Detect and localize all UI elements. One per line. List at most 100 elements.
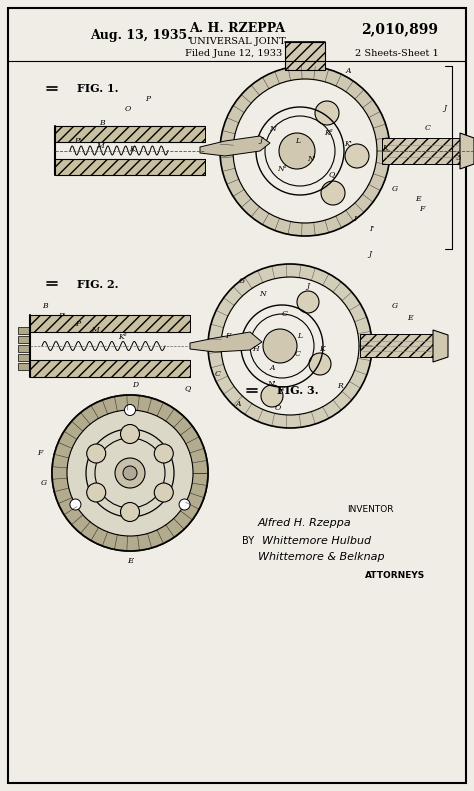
Text: UNIVERSAL JOINT: UNIVERSAL JOINT bbox=[189, 36, 285, 46]
Text: Q: Q bbox=[185, 384, 191, 392]
Circle shape bbox=[123, 466, 137, 480]
Circle shape bbox=[87, 483, 106, 502]
Text: J: J bbox=[444, 104, 447, 112]
Text: P: P bbox=[75, 320, 81, 328]
Text: J': J' bbox=[259, 136, 264, 144]
Text: Filed June 12, 1933: Filed June 12, 1933 bbox=[185, 48, 282, 58]
Circle shape bbox=[261, 385, 283, 407]
Bar bbox=[285, 42, 325, 70]
Text: K²: K² bbox=[118, 333, 127, 341]
Text: M: M bbox=[96, 142, 104, 150]
Text: 2 Sheets-Sheet 1: 2 Sheets-Sheet 1 bbox=[355, 48, 439, 58]
Text: G: G bbox=[392, 185, 398, 193]
Text: C: C bbox=[295, 350, 301, 358]
Text: L: L bbox=[295, 137, 301, 145]
Text: K: K bbox=[382, 144, 388, 152]
Text: K': K' bbox=[344, 140, 352, 148]
Text: B: B bbox=[42, 302, 48, 310]
Text: O: O bbox=[275, 404, 281, 412]
Text: C: C bbox=[282, 310, 288, 318]
Text: 2,010,899: 2,010,899 bbox=[362, 22, 438, 36]
Circle shape bbox=[279, 133, 315, 169]
Text: I': I' bbox=[369, 225, 374, 233]
Circle shape bbox=[52, 395, 208, 551]
Text: 3: 3 bbox=[456, 154, 461, 162]
Bar bbox=[360, 334, 435, 357]
Circle shape bbox=[297, 291, 319, 313]
Circle shape bbox=[87, 444, 106, 463]
Text: N': N' bbox=[308, 155, 316, 163]
Circle shape bbox=[345, 144, 369, 168]
Circle shape bbox=[70, 499, 81, 510]
Circle shape bbox=[120, 502, 139, 521]
Bar bbox=[55, 159, 205, 175]
Text: I: I bbox=[354, 215, 356, 223]
Text: Whittemore & Belknap: Whittemore & Belknap bbox=[258, 552, 384, 562]
Text: G: G bbox=[41, 479, 47, 487]
Text: F: F bbox=[37, 449, 43, 457]
Text: BY: BY bbox=[242, 536, 254, 546]
Text: A: A bbox=[345, 67, 351, 75]
Text: P': P' bbox=[74, 137, 82, 145]
Polygon shape bbox=[433, 330, 448, 362]
Text: FIG. 3.: FIG. 3. bbox=[277, 385, 319, 396]
Bar bbox=[18, 354, 30, 361]
Text: A: A bbox=[269, 364, 275, 372]
Polygon shape bbox=[200, 136, 270, 156]
Text: F: F bbox=[225, 332, 231, 340]
Polygon shape bbox=[460, 133, 474, 169]
Circle shape bbox=[263, 329, 297, 363]
Text: R: R bbox=[337, 382, 343, 390]
Circle shape bbox=[154, 483, 173, 502]
Circle shape bbox=[315, 101, 339, 125]
Text: INVENTOR: INVENTOR bbox=[347, 505, 393, 513]
Text: Aug. 13, 1935.: Aug. 13, 1935. bbox=[90, 29, 191, 43]
Bar bbox=[18, 345, 30, 352]
Text: G: G bbox=[239, 277, 245, 285]
Bar bbox=[55, 126, 205, 142]
Text: C: C bbox=[215, 370, 221, 378]
Circle shape bbox=[115, 458, 145, 488]
Circle shape bbox=[120, 425, 139, 444]
Text: E: E bbox=[415, 195, 421, 203]
Text: N: N bbox=[269, 125, 275, 133]
Text: Whittemore Hulbud: Whittemore Hulbud bbox=[262, 536, 371, 546]
Text: A. H. RZEPPA: A. H. RZEPPA bbox=[189, 22, 285, 36]
Text: J: J bbox=[307, 282, 310, 290]
Text: O: O bbox=[125, 105, 131, 113]
Text: C: C bbox=[425, 124, 431, 132]
Text: H: H bbox=[252, 345, 258, 353]
Text: N²: N² bbox=[277, 165, 287, 173]
Bar bbox=[18, 363, 30, 370]
Text: Alfred H. Rzeppa: Alfred H. Rzeppa bbox=[258, 518, 352, 528]
Text: K: K bbox=[319, 345, 325, 353]
Polygon shape bbox=[190, 332, 262, 352]
Text: M: M bbox=[91, 326, 99, 334]
Circle shape bbox=[179, 499, 190, 510]
Circle shape bbox=[309, 353, 331, 375]
Circle shape bbox=[67, 410, 193, 536]
Text: E: E bbox=[407, 314, 413, 322]
Bar bbox=[382, 138, 462, 164]
Text: P: P bbox=[146, 95, 151, 103]
Text: L: L bbox=[298, 332, 302, 340]
Text: Q: Q bbox=[329, 170, 335, 178]
Text: N: N bbox=[259, 290, 265, 298]
Text: P': P' bbox=[58, 312, 65, 320]
Text: E: E bbox=[127, 557, 133, 565]
Text: ATTORNEYS: ATTORNEYS bbox=[365, 572, 425, 581]
Text: A: A bbox=[235, 400, 241, 408]
Text: J: J bbox=[368, 250, 372, 258]
Text: FIG. 1.: FIG. 1. bbox=[77, 84, 118, 94]
Text: K: K bbox=[129, 145, 135, 153]
Circle shape bbox=[321, 181, 345, 205]
Text: F: F bbox=[419, 205, 425, 213]
Text: D: D bbox=[132, 381, 138, 389]
Bar bbox=[30, 315, 190, 332]
Text: K²: K² bbox=[324, 129, 332, 137]
Bar bbox=[30, 360, 190, 377]
Bar bbox=[18, 336, 30, 343]
Text: B: B bbox=[99, 119, 105, 127]
Circle shape bbox=[125, 404, 136, 415]
Text: N': N' bbox=[268, 380, 276, 388]
